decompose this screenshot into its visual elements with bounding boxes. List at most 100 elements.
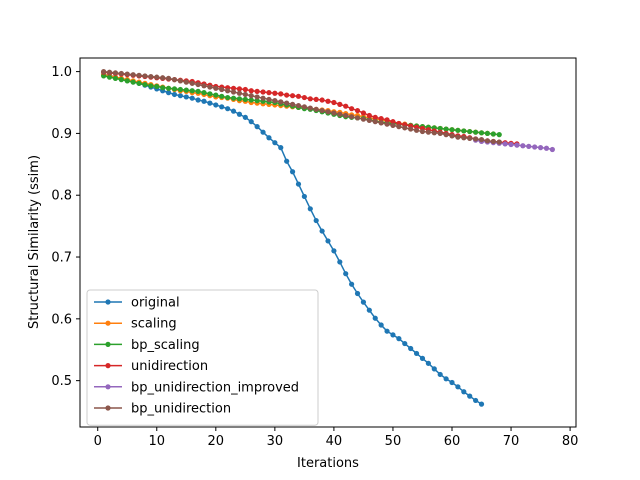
data-point-original — [236, 111, 243, 117]
data-point-original — [284, 158, 290, 164]
data-point-bp-unidirection — [461, 135, 467, 141]
data-point-bp-unidirection — [278, 99, 284, 105]
data-point-bp-unidirection — [295, 102, 302, 109]
data-point-bp-scaling — [230, 95, 237, 101]
data-point-bp-scaling — [219, 93, 225, 99]
data-point-original — [478, 401, 485, 407]
data-point-bp-unidirection — [478, 136, 485, 143]
data-point-unidirection — [295, 93, 302, 99]
data-point-original — [431, 366, 437, 372]
data-point-bp-scaling — [236, 96, 243, 102]
data-point-bp-unidirection — [183, 79, 189, 85]
data-point-original — [449, 379, 455, 386]
data-point-bp-scaling — [118, 77, 124, 83]
data-point-bp-scaling — [160, 85, 166, 91]
data-point-bp-unidirection — [177, 78, 183, 84]
data-point-original — [467, 393, 473, 399]
data-point-bp-unidirection — [266, 96, 272, 103]
data-point-bp-unidirection — [396, 124, 402, 130]
data-point-bp-unidirection — [118, 70, 124, 77]
data-point-bp-unidirection — [301, 104, 307, 110]
data-point-unidirection — [313, 96, 319, 103]
data-point-original — [165, 90, 172, 96]
data-point-bp-scaling — [248, 97, 254, 103]
data-point-original — [213, 102, 219, 108]
data-point-bp-scaling — [225, 94, 231, 101]
data-point-original — [207, 100, 213, 106]
data-point-bp-unidirection-improved — [532, 144, 538, 150]
data-point-bp-unidirection — [254, 94, 260, 100]
legend-label-scaling: scaling — [131, 317, 177, 332]
x-tick-label: 50 — [385, 434, 402, 449]
data-point-unidirection — [360, 110, 367, 116]
x-tick-label: 10 — [148, 434, 165, 449]
data-point-bp-unidirection — [195, 81, 201, 88]
data-point-bp-unidirection-improved — [520, 143, 526, 149]
data-point-bp-unidirection — [354, 115, 361, 121]
data-point-unidirection — [372, 114, 378, 120]
data-point-original — [419, 355, 426, 361]
data-point-bp-unidirection — [372, 119, 378, 125]
data-point-bp-unidirection — [307, 105, 313, 111]
y-axis-title: Structural Similarity (ssim) — [27, 155, 42, 329]
data-point-original — [225, 106, 231, 112]
data-point-unidirection — [307, 96, 313, 102]
data-point-original — [396, 336, 402, 342]
data-point-bp-scaling — [106, 74, 113, 80]
data-point-bp-scaling — [142, 81, 148, 88]
data-point-bp-scaling — [189, 88, 195, 94]
data-point-bp-unidirection — [496, 139, 502, 145]
legend-swatch-marker-bp-unidirection — [105, 405, 111, 411]
legend-label-bp-unidirection-improved: bp_unidirection_improved — [131, 380, 299, 395]
data-point-unidirection — [254, 88, 260, 94]
data-point-unidirection — [284, 92, 290, 98]
data-point-bp-scaling — [183, 87, 189, 93]
data-point-bp-unidirection — [142, 73, 148, 79]
data-point-bp-unidirection — [112, 70, 119, 76]
data-point-bp-unidirection — [419, 128, 426, 135]
data-point-original — [177, 93, 183, 99]
data-point-bp-scaling — [130, 79, 136, 85]
data-point-original — [425, 360, 431, 366]
data-point-bp-unidirection — [484, 138, 491, 144]
data-point-unidirection — [301, 94, 307, 101]
data-point-original — [278, 145, 284, 151]
data-point-unidirection — [366, 112, 372, 119]
data-point-original — [402, 340, 408, 347]
y-tick-label: 0.8 — [51, 189, 72, 204]
data-point-unidirection — [343, 103, 349, 109]
data-point-bp-scaling — [124, 78, 130, 84]
data-point-original — [473, 397, 479, 404]
data-point-bp-unidirection — [207, 84, 213, 90]
data-point-bp-unidirection — [136, 72, 142, 78]
data-point-bp-unidirection — [331, 110, 337, 116]
data-point-original — [295, 181, 302, 187]
data-point-bp-unidirection — [289, 101, 296, 107]
legend-box — [86, 289, 319, 426]
x-tick-label: 20 — [208, 434, 225, 449]
data-point-bp-unidirection — [313, 106, 319, 112]
data-point-bp-unidirection — [413, 127, 420, 133]
data-point-bp-unidirection — [443, 132, 449, 138]
data-point-original — [171, 91, 178, 98]
data-point-bp-unidirection — [325, 109, 331, 115]
data-point-original — [461, 389, 467, 395]
data-point-unidirection — [354, 107, 361, 114]
legend: original scaling bp_scaling unidirection bp_… — [86, 289, 319, 426]
data-point-original — [248, 119, 254, 125]
data-point-original — [372, 315, 378, 321]
data-point-original — [301, 193, 307, 200]
legend-swatch-marker-original — [105, 299, 111, 305]
legend-swatch-marker-scaling — [105, 320, 111, 326]
data-point-original — [349, 281, 355, 287]
data-point-bp-scaling — [461, 128, 467, 134]
data-point-original — [337, 259, 343, 265]
data-point-unidirection — [278, 91, 284, 97]
data-point-bp-scaling — [437, 125, 443, 132]
data-point-unidirection — [325, 98, 331, 104]
data-point-bp-unidirection — [213, 85, 219, 91]
x-tick-label: 60 — [444, 434, 461, 449]
data-point-original — [437, 371, 443, 378]
